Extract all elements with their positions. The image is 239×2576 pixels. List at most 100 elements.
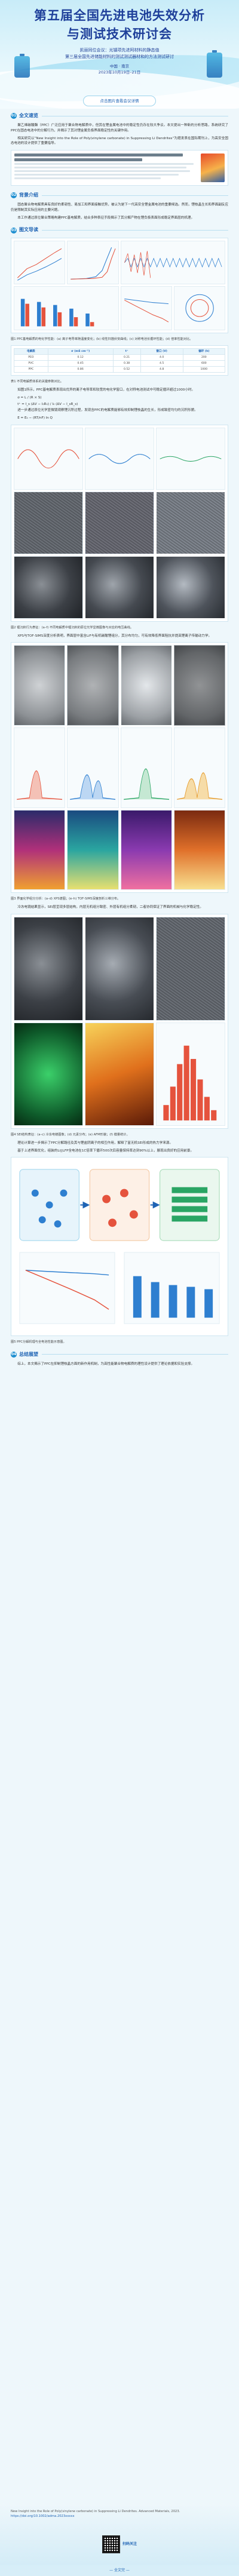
tof-sims-map	[173, 809, 225, 891]
sem-image	[67, 645, 119, 726]
voltage-plot	[85, 427, 154, 490]
sem-image	[14, 645, 66, 726]
xps-spectrum	[120, 727, 172, 808]
divider	[42, 230, 228, 231]
table-cell: 4.0	[140, 354, 183, 361]
figure-5	[11, 1157, 228, 1337]
xps-spectrum	[14, 727, 66, 808]
cryo-em-image	[156, 917, 225, 1021]
paragraph: 进一步通过原位光学显微镜观察锂沉积过程，发现含PPC的电解质能够有效抑制锂枝晶的…	[17, 409, 198, 413]
banner-title: 与测试技术研讨会	[67, 26, 172, 41]
divider	[42, 1354, 228, 1355]
table-header-cell: 电解质	[14, 348, 48, 355]
table-cell: 4.5	[140, 360, 183, 367]
table-caption: 表1 不同电解质体系的关键参数对比。	[11, 380, 63, 384]
table-1: 电解质 σ (mS cm⁻¹) t⁺ 窗口 (V) 循环 (h) PEO 0.12 0.21…	[11, 345, 228, 376]
conference-detail-button[interactable]: 点击图片查看会议详情	[83, 96, 156, 107]
microscopy-image	[85, 556, 154, 619]
element-map	[14, 1022, 83, 1126]
table-cell: 4.8	[140, 366, 183, 373]
table-cell: 200	[182, 354, 226, 361]
section-title: 背景介绍	[19, 192, 38, 198]
voltage-plot	[14, 427, 83, 490]
plot-panel	[14, 240, 66, 285]
banner-subtitle: 凯丽同位会议：光镇项先进阿材料的静态值 第三届全国先进储能材料的测试测试器材和的…	[65, 48, 174, 59]
paper-screenshot	[11, 150, 228, 186]
sem-image	[120, 645, 172, 726]
section-number: 01	[11, 113, 17, 119]
table-cell: 0.45	[47, 360, 114, 367]
figure-caption: 图2 锂沉积行为表征：(a–f) 不同电解质中锂沉积的原位光学显微图像与对应的电…	[11, 625, 133, 630]
xps-spectrum	[67, 727, 119, 808]
reference: New Insight into the Role of Poly(vinyle…	[11, 2509, 228, 2519]
journal-cover-image	[201, 153, 225, 183]
equation: σ = L / (R × S)	[17, 396, 42, 400]
equation: E = E₀ − (RT/nF) ln Q	[17, 416, 53, 420]
table-cell: 600	[182, 360, 226, 367]
tof-sims-map	[14, 809, 66, 891]
plot-panel	[67, 240, 119, 285]
bottom-bar: — 全文完 —	[0, 2565, 239, 2576]
paragraph: 聚乙烯碳酸酯（PPC）广泛应用于聚合物电解质中，但其在锂金属电池中的稳定性仍存在…	[11, 124, 228, 133]
tof-sims-map	[67, 809, 119, 891]
section-number: 04	[11, 1351, 17, 1358]
table-cell: 0.52	[112, 366, 141, 373]
table-cell: 1000	[182, 366, 226, 373]
banner-date-location: 中国 · 南京 2023年10月19日–21日	[98, 64, 141, 75]
equation: t⁺ = I_s (ΔV − I₀R₀) / I₀ (ΔV − I_sR_s)	[17, 402, 78, 406]
figure-3	[11, 642, 228, 894]
table-header-cell: t⁺	[112, 348, 141, 355]
plot-panel	[120, 240, 225, 285]
table-row: PVC 0.45 0.38 4.5 600	[14, 360, 226, 367]
table-row: PEO 0.12 0.21 4.0 200	[14, 354, 226, 361]
figure-caption: 图1 PPC基电解质的电化学性能：(a) 离子电导率随温度变化；(b) 线性扫描…	[11, 337, 193, 341]
table-cell: 0.21	[112, 354, 141, 361]
conference-banner[interactable]: 第五届全国先进电池失效分析 与测试技术研讨会 凯丽同位会议：光镇项先进阿材料的静…	[0, 0, 239, 109]
section-header: 04 总结展望	[11, 1351, 228, 1358]
table-header-cell: σ (mS cm⁻¹)	[47, 348, 114, 355]
section-title: 全文速览	[19, 113, 38, 119]
figure-2	[11, 424, 228, 622]
histogram	[156, 1022, 225, 1126]
table-cell: PEO	[14, 354, 48, 361]
battery-icon	[14, 54, 30, 78]
paragraph: 基于上述界面优化，组装的Li||LFP全电池在1C倍率下循环500次后容量保持率…	[17, 1149, 194, 1153]
table-cell: 0.86	[47, 366, 114, 373]
paragraph: 冷冻电镜结果显示，SEI层呈现多层结构，内层无机组分致密、外层有机组分柔韧，二者…	[17, 905, 203, 910]
paragraph: XPS与TOF-SIMS深度分析表明，界面层中富含LiF与有机碳酸锂组分，其分布…	[17, 634, 212, 638]
footer: New Insight into the Role of Poly(vinyle…	[0, 2504, 239, 2576]
section-number: 02	[11, 192, 17, 199]
microscopy-image	[156, 556, 225, 619]
parameter-table: 电解质 σ (mS cm⁻¹) t⁺ 窗口 (V) 循环 (h) PEO 0.12 0.21…	[14, 348, 226, 373]
sem-image	[173, 645, 225, 726]
figure-1	[11, 237, 228, 333]
microscopy-image	[14, 556, 83, 619]
cryo-em-image	[14, 917, 83, 1021]
qr-block[interactable]: 扫码关注	[94, 2532, 145, 2557]
section-header: 03 图文导读	[11, 226, 228, 234]
section-header: 02 背景介绍	[11, 192, 228, 199]
banner-title: 第五届全国先进电池失效分析	[34, 8, 205, 23]
section-title: 总结展望	[19, 1351, 38, 1357]
table-cell: 0.38	[112, 360, 141, 367]
table-header-cell: 窗口 (V)	[140, 348, 183, 355]
plot-panel	[173, 286, 225, 330]
plot-panel	[120, 286, 172, 330]
qr-code-icon[interactable]	[102, 2535, 120, 2553]
microscopy-image	[156, 492, 225, 554]
figure-caption: 图4 SEI结构表征：(a–c) 冷冻电镜图像；(d) 元素分布；(e) AFM…	[11, 1133, 130, 1137]
table-cell: 0.12	[47, 354, 114, 361]
table-cell: PPC	[14, 366, 48, 373]
paragraph: 理论计算进一步揭示了PPC分解路径及其与锂盐阴离子的相互作用，解释了富无机SEI…	[17, 1141, 173, 1146]
doi-link[interactable]: https://doi.org/10.1002/adma.2023xxxxx	[11, 2514, 75, 2519]
qr-label: 扫码关注	[122, 2542, 137, 2547]
table-header-cell: 循环 (h)	[182, 348, 226, 355]
section-title: 图文导读	[19, 227, 38, 233]
microscopy-image	[14, 492, 83, 554]
xps-spectrum	[173, 727, 225, 808]
table-row: PPC 0.86 0.52 4.8 1000	[14, 366, 226, 373]
microscopy-image	[85, 492, 154, 554]
paragraph: 固态聚合物电解质具有良好的柔韧性、易加工和界面接触优势，被认为是下一代高安全锂金…	[11, 203, 228, 213]
figure-4	[11, 914, 228, 1129]
table-cell: PVC	[14, 360, 48, 367]
